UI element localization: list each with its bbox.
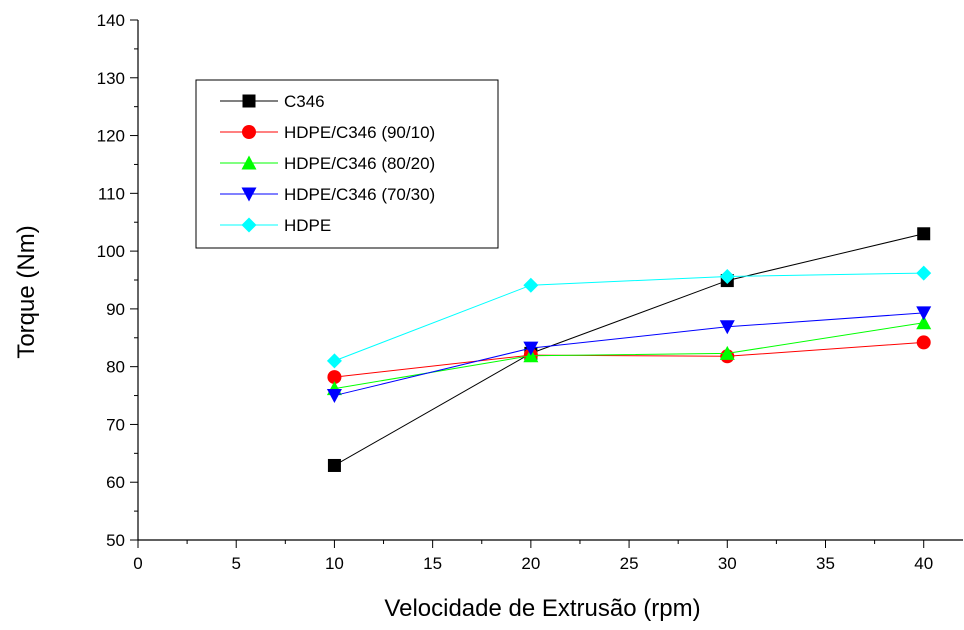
series-line: [334, 312, 924, 397]
data-point: [719, 269, 735, 285]
y-tick-label: 120: [97, 127, 125, 146]
data-point: [523, 341, 539, 356]
data-point: [523, 277, 539, 293]
legend-marker: [241, 187, 257, 202]
x-tick-label: 0: [133, 554, 142, 573]
x-tick-label: 40: [914, 554, 933, 573]
y-tick-label: 80: [106, 358, 125, 377]
legend-label: HDPE: [284, 216, 331, 235]
legend-label: HDPE/C346 (70/30): [284, 185, 435, 204]
data-point: [719, 345, 735, 360]
y-tick-label: 100: [97, 242, 125, 261]
data-point: [916, 335, 931, 350]
legend-marker: [242, 125, 256, 139]
legend: C346 HDPE/C346 (90/10) HDPE/C346 (80/20) HD…: [195, 79, 499, 249]
x-tick-label: 15: [423, 554, 442, 573]
series-line: [334, 272, 924, 362]
x-axis-title: Velocidade de Extrusão (rpm): [384, 595, 700, 622]
data-point: [327, 370, 342, 385]
data-point: [917, 227, 931, 241]
x-tick-label: 20: [521, 554, 540, 573]
x-tick-label: 35: [816, 554, 835, 573]
series-4: [326, 306, 932, 404]
legend-label: C346: [284, 92, 325, 111]
y-tick-label: 90: [106, 300, 125, 319]
legend-item: HDPE/C346 (80/20): [220, 154, 435, 173]
legend-item: HDPE: [220, 216, 331, 235]
data-point: [916, 306, 932, 321]
legend-item: HDPE/C346 (90/10): [220, 123, 435, 142]
y-tick-label: 60: [106, 473, 125, 492]
series-layer: [326, 227, 932, 472]
data-point: [326, 389, 342, 404]
legend-item: HDPE/C346 (70/30): [220, 185, 435, 204]
data-point: [326, 353, 342, 369]
series-2: [327, 335, 931, 385]
legend-label: HDPE/C346 (90/10): [284, 123, 435, 142]
series-5: [326, 265, 932, 369]
data-point: [327, 458, 341, 472]
y-tick-label: 140: [97, 11, 125, 30]
legend-marker: [242, 94, 256, 108]
y-tick-label: 50: [106, 531, 125, 550]
y-tick-label: 130: [97, 69, 125, 88]
legend-item: C346: [220, 92, 325, 111]
x-tick-label: 30: [718, 554, 737, 573]
series-1: [327, 227, 931, 472]
series-line: [334, 233, 924, 466]
y-axis-title: Torque (Nm): [13, 225, 40, 358]
data-point: [916, 265, 932, 281]
data-point: [916, 315, 932, 330]
legend-label: HDPE/C346 (80/20): [284, 154, 435, 173]
legend-marker: [241, 155, 257, 170]
x-tick-label: 10: [325, 554, 344, 573]
plot-axes: 0 5 10 15 20 25 30 35 40 50 60 70 80 90 100 110 120 130 14…: [97, 11, 963, 573]
y-tick-label: 70: [106, 415, 125, 434]
y-tick-label: 110: [98, 184, 125, 203]
series-line: [334, 341, 924, 378]
data-point: [719, 320, 735, 335]
x-tick-label: 25: [620, 554, 639, 573]
x-tick-label: 5: [231, 554, 240, 573]
legend-marker: [241, 217, 257, 233]
